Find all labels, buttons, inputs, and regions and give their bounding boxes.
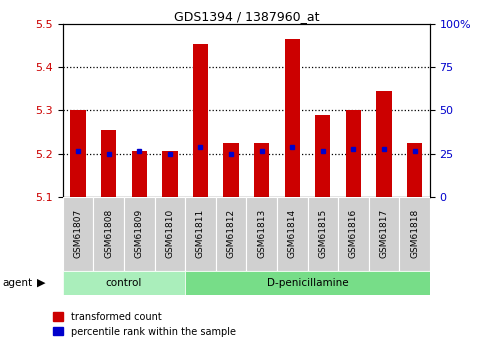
Text: GSM61816: GSM61816 (349, 209, 358, 258)
Bar (346, 110, 361, 197)
Bar (185, 197, 216, 271)
Bar (369, 197, 399, 271)
Bar (284, 39, 300, 197)
Bar (193, 43, 208, 197)
Bar (338, 197, 369, 271)
Bar (308, 197, 338, 271)
Text: GSM61814: GSM61814 (288, 209, 297, 258)
Text: GSM61810: GSM61810 (165, 209, 174, 258)
Bar (315, 115, 330, 197)
Bar (277, 197, 308, 271)
Bar (223, 143, 239, 197)
Text: GSM61815: GSM61815 (318, 209, 327, 258)
Bar (399, 197, 430, 271)
Legend: transformed count, percentile rank within the sample: transformed count, percentile rank withi… (53, 312, 236, 337)
Title: GDS1394 / 1387960_at: GDS1394 / 1387960_at (173, 10, 319, 23)
Text: D-penicillamine: D-penicillamine (267, 278, 348, 288)
Bar (124, 197, 155, 271)
Text: GSM61818: GSM61818 (410, 209, 419, 258)
Text: GSM61808: GSM61808 (104, 209, 113, 258)
Bar (131, 151, 147, 197)
Bar (216, 197, 246, 271)
Bar (93, 197, 124, 271)
Text: GSM61809: GSM61809 (135, 209, 144, 258)
Text: ▶: ▶ (37, 278, 46, 288)
Text: GSM61817: GSM61817 (380, 209, 388, 258)
Bar (376, 91, 392, 197)
Bar (246, 197, 277, 271)
Text: GSM61812: GSM61812 (227, 209, 236, 258)
Text: GSM61811: GSM61811 (196, 209, 205, 258)
Bar (155, 197, 185, 271)
Bar (71, 110, 86, 197)
Bar (254, 143, 270, 197)
Text: agent: agent (2, 278, 32, 288)
Text: control: control (106, 278, 142, 288)
Bar (63, 197, 93, 271)
Text: GSM61807: GSM61807 (73, 209, 83, 258)
Bar (63, 271, 185, 295)
Bar (101, 130, 116, 197)
Bar (162, 151, 177, 197)
Bar (185, 271, 430, 295)
Text: GSM61813: GSM61813 (257, 209, 266, 258)
Bar (407, 143, 422, 197)
